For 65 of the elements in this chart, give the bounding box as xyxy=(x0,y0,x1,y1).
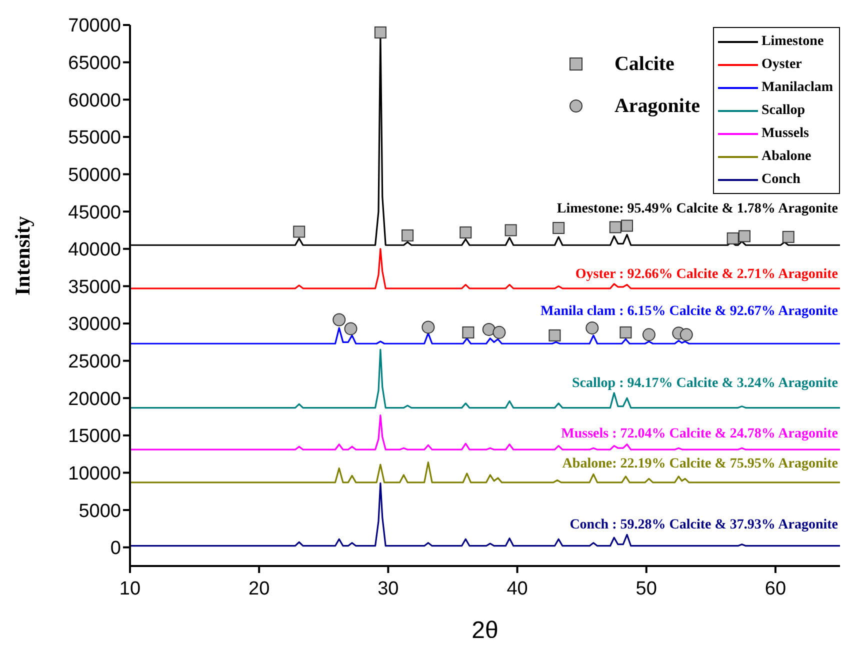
legend-label: Mussels xyxy=(761,126,809,142)
point xyxy=(552,222,565,234)
legend-label: Scallop xyxy=(761,102,806,118)
point xyxy=(504,224,517,236)
y-tick-label: 55000 xyxy=(68,128,121,149)
point xyxy=(344,322,358,336)
y-tick-label: 50000 xyxy=(68,164,121,186)
annotation: Scallop : 94.17% Calcite & 3.24% Aragonite xyxy=(572,376,838,391)
legend-label: Abalone xyxy=(761,148,812,164)
point xyxy=(402,229,414,242)
point xyxy=(460,226,472,238)
y-tick-label: 70000 xyxy=(68,16,121,37)
y-tick-label: 5000 xyxy=(78,500,121,522)
line-series xyxy=(130,482,840,547)
legend-label: Aragonite xyxy=(614,94,700,118)
y-tick-label: 30000 xyxy=(68,314,121,336)
line-series xyxy=(130,348,840,409)
point xyxy=(374,26,386,38)
y-tick-label: 10000 xyxy=(68,463,121,484)
point xyxy=(482,322,496,336)
annotation: Limestone: 95.49% Calcite & 1.78% Aragonite xyxy=(556,202,838,217)
legend-label: Manilaclam xyxy=(761,80,833,96)
y-tick-label: 0 xyxy=(110,538,121,560)
point xyxy=(726,232,739,244)
y-tick-label: 45000 xyxy=(68,202,121,224)
annotation: Conch : 59.28% Calcite & 37.93% Aragonite xyxy=(570,518,838,533)
x-tick-label: 50 xyxy=(636,578,657,600)
point xyxy=(548,329,561,342)
annotation: Oyster : 92.66% Calcite & 2.71% Aragonite xyxy=(575,266,838,282)
y-tick-label: 20000 xyxy=(68,388,121,410)
y-tick-label: 40000 xyxy=(68,240,121,261)
annotation: Mussels : 72.04% Calcite & 24.78% Aragonite xyxy=(561,426,838,442)
annotation: Abalone: 22.19% Calcite & 75.95% Aragonite xyxy=(562,456,838,472)
point xyxy=(680,328,693,342)
point xyxy=(462,326,474,338)
legend-label: Calcite xyxy=(614,52,674,76)
x-tick-label: 60 xyxy=(764,578,786,600)
point xyxy=(621,220,633,232)
x-tick-label: 40 xyxy=(506,578,528,600)
y-tick-label: 65000 xyxy=(68,53,121,74)
legend-label: Limestone xyxy=(761,34,824,50)
point xyxy=(293,226,306,238)
point xyxy=(609,221,622,234)
y-axis-title: Intensity xyxy=(10,216,34,296)
point xyxy=(422,320,435,334)
y-tick-label: 15000 xyxy=(68,426,121,448)
point xyxy=(620,326,632,338)
line-series xyxy=(130,248,840,290)
legend-label: Oyster xyxy=(761,56,802,72)
point xyxy=(586,321,599,334)
line-series xyxy=(130,414,840,450)
point xyxy=(332,313,346,326)
point xyxy=(782,230,794,243)
y-tick-label: 60000 xyxy=(68,90,121,112)
y-tick-label: 35000 xyxy=(68,276,121,298)
y-tick-label: 25000 xyxy=(68,352,121,373)
point xyxy=(642,328,656,342)
x-axis-title: 2θ xyxy=(472,617,498,644)
annotation: Manila clam : 6.15% Calcite & 92.67% Aragonite xyxy=(540,304,838,319)
point xyxy=(738,230,750,242)
legend-label: Conch xyxy=(761,172,800,188)
x-tick-label: 20 xyxy=(248,578,270,600)
x-tick-label: 10 xyxy=(119,578,141,600)
point xyxy=(492,326,506,339)
x-tick-label: 30 xyxy=(378,578,399,600)
